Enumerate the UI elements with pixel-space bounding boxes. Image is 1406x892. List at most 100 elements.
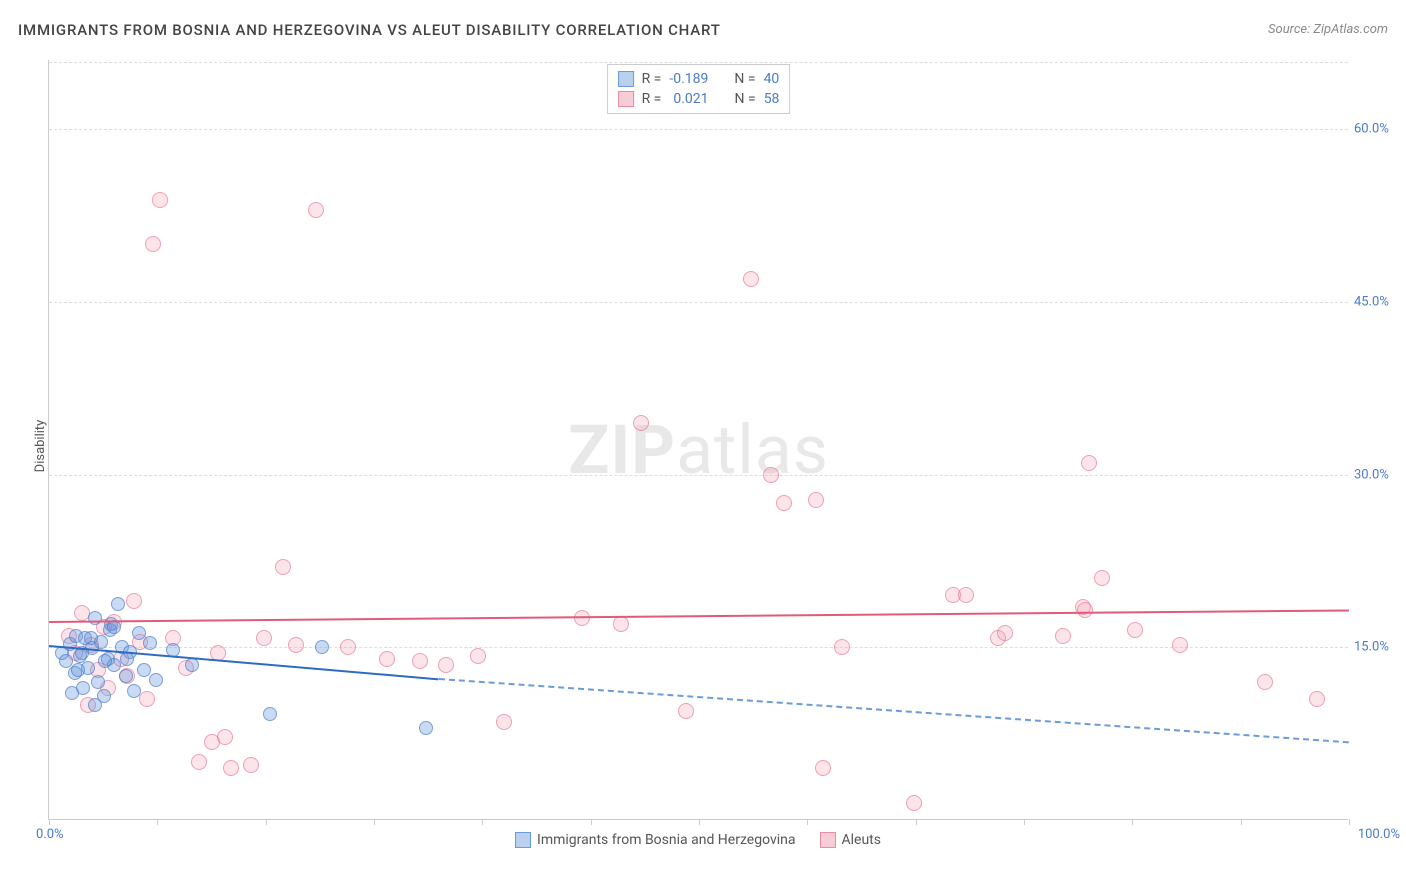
data-point [1081, 455, 1097, 471]
x-tick [482, 819, 483, 825]
data-point [340, 639, 356, 655]
y-tick-label: 15.0% [1348, 640, 1398, 655]
chart-title: IMMIGRANTS FROM BOSNIA AND HERZEGOVINA V… [18, 21, 721, 39]
data-point [763, 467, 779, 483]
data-point [149, 673, 163, 687]
gridline [49, 129, 1348, 130]
data-point [217, 729, 233, 745]
data-point [256, 630, 272, 646]
data-point [958, 587, 974, 603]
data-point [288, 637, 304, 653]
x-tick [157, 819, 158, 825]
data-point [613, 616, 629, 632]
y-tick-label: 30.0% [1348, 467, 1398, 482]
data-point [71, 663, 85, 677]
data-point [139, 691, 155, 707]
x-tick [1132, 819, 1133, 825]
data-point [1077, 602, 1093, 618]
y-tick-label: 60.0% [1348, 122, 1398, 137]
data-point [127, 684, 141, 698]
data-point [834, 639, 850, 655]
data-point [776, 495, 792, 511]
data-point [1055, 628, 1071, 644]
x-tick [1024, 819, 1025, 825]
data-point [1257, 674, 1273, 690]
data-point [1127, 622, 1143, 638]
data-point [126, 593, 142, 609]
series-label-blue: Immigrants from Bosnia and Herzegovina [537, 832, 796, 848]
swatch-pink-icon [820, 832, 836, 848]
legend-item-pink: Aleuts [820, 832, 881, 848]
data-point [191, 754, 207, 770]
gridline [49, 62, 1348, 63]
data-point [315, 640, 329, 654]
legend-row-pink: R = 0.021 N = 58 [618, 89, 780, 109]
plot-region: ZIPatlas R = -0.189 N = 40 R = 0.021 N =… [48, 60, 1348, 820]
r-value-blue: -0.189 [669, 71, 708, 87]
data-point [678, 703, 694, 719]
data-point [633, 415, 649, 431]
trend-line [49, 609, 1349, 623]
data-point [412, 653, 428, 669]
data-point [263, 707, 277, 721]
gridline [49, 302, 1348, 303]
data-point [88, 698, 102, 712]
r-value-pink: 0.021 [669, 91, 708, 107]
x-max-label: 100.0% [1358, 827, 1400, 842]
chart-area: ZIPatlas R = -0.189 N = 40 R = 0.021 N =… [48, 60, 1348, 820]
series-label-pink: Aleuts [842, 832, 881, 848]
data-point [379, 651, 395, 667]
chart-header: IMMIGRANTS FROM BOSNIA AND HERZEGOVINA V… [18, 20, 1388, 48]
swatch-blue [618, 71, 634, 87]
source-attribution: Source: ZipAtlas.com [1268, 22, 1388, 37]
data-point [119, 669, 133, 683]
legend-item-blue: Immigrants from Bosnia and Herzegovina [515, 832, 796, 848]
data-point [906, 795, 922, 811]
x-min-label: 0.0% [36, 827, 64, 842]
data-point [91, 675, 105, 689]
x-tick [49, 819, 50, 825]
x-tick [1349, 819, 1350, 825]
data-point [98, 654, 112, 668]
x-tick [807, 819, 808, 825]
x-tick [1241, 819, 1242, 825]
data-point [143, 636, 157, 650]
data-point [815, 760, 831, 776]
data-point [496, 714, 512, 730]
x-tick [266, 819, 267, 825]
data-point [152, 192, 168, 208]
data-point [1172, 637, 1188, 653]
data-point [65, 686, 79, 700]
x-tick [916, 819, 917, 825]
series-legend: Immigrants from Bosnia and Herzegovina A… [515, 832, 881, 848]
gridline [49, 475, 1348, 476]
data-point [419, 721, 433, 735]
gridline [49, 647, 1348, 648]
data-point [1094, 570, 1110, 586]
data-point [438, 657, 454, 673]
trend-line-dashed [439, 678, 1349, 743]
data-point [243, 757, 259, 773]
data-point [470, 648, 486, 664]
x-tick [374, 819, 375, 825]
data-point [223, 760, 239, 776]
swatch-pink [618, 91, 634, 107]
y-tick-label: 45.0% [1348, 294, 1398, 309]
data-point [145, 236, 161, 252]
watermark: ZIPatlas [568, 410, 829, 490]
data-point [997, 625, 1013, 641]
legend-row-blue: R = -0.189 N = 40 [618, 69, 780, 89]
data-point [84, 631, 98, 645]
data-point [574, 610, 590, 626]
x-tick [699, 819, 700, 825]
swatch-blue-icon [515, 832, 531, 848]
n-value-blue: 40 [764, 71, 780, 87]
data-point [88, 611, 102, 625]
data-point [743, 271, 759, 287]
correlation-legend: R = -0.189 N = 40 R = 0.021 N = 58 [607, 64, 791, 114]
data-point [1309, 691, 1325, 707]
data-point [308, 202, 324, 218]
data-point [808, 492, 824, 508]
data-point [275, 559, 291, 575]
x-tick [591, 819, 592, 825]
